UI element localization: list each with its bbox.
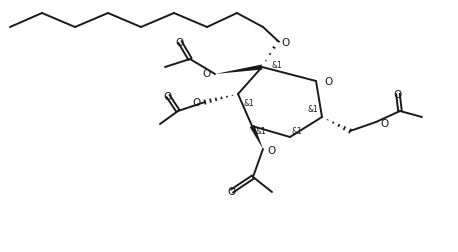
Text: O: O xyxy=(228,186,236,196)
Text: O: O xyxy=(281,38,289,48)
Polygon shape xyxy=(215,65,262,75)
Polygon shape xyxy=(250,125,263,149)
Text: O: O xyxy=(203,69,211,79)
Text: O: O xyxy=(176,38,184,48)
Text: O: O xyxy=(394,90,402,100)
Text: O: O xyxy=(193,98,201,108)
Text: O: O xyxy=(164,92,172,102)
Text: &1: &1 xyxy=(256,126,267,135)
Text: &1: &1 xyxy=(307,105,318,114)
Text: &1: &1 xyxy=(292,127,303,136)
Text: O: O xyxy=(380,118,388,129)
Text: O: O xyxy=(324,77,332,87)
Text: &1: &1 xyxy=(272,61,283,70)
Text: O: O xyxy=(267,145,275,155)
Text: &1: &1 xyxy=(244,98,255,107)
